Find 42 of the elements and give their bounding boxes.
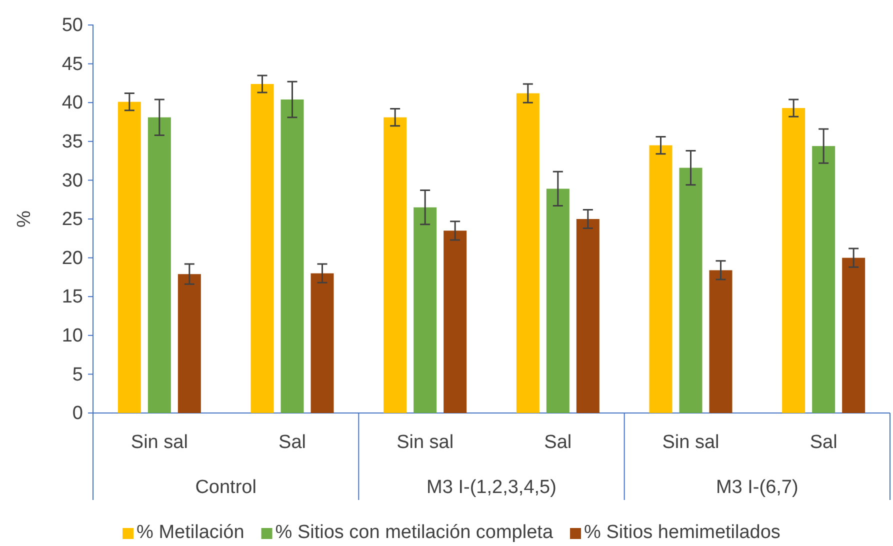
y-tick-label: 10 — [62, 325, 83, 346]
y-tick-label: 20 — [62, 248, 83, 269]
y-tick-label: 40 — [62, 92, 83, 114]
y-tick-label: 15 — [62, 286, 83, 308]
legend-label: % Sitios con metilación completa — [275, 522, 554, 543]
text: M3 I-(1,2,3,4,5) — [426, 477, 556, 498]
bar — [576, 219, 600, 413]
bar — [516, 93, 540, 413]
y-tick-label: 30 — [62, 170, 83, 192]
y-tick-label: 50 — [62, 15, 83, 36]
bar — [782, 108, 806, 413]
x-tick-label: Sal — [544, 432, 572, 453]
y-tick-label: 35 — [62, 131, 83, 152]
bar — [250, 84, 274, 413]
legend-label: % Metilación — [136, 522, 244, 543]
x-tick-label: Sin sal — [130, 432, 188, 453]
bar — [178, 274, 201, 413]
bar — [709, 270, 732, 413]
bar — [444, 230, 467, 413]
legend-label: % Sitios hemimetilados — [584, 522, 780, 543]
bar — [118, 102, 141, 413]
y-axis-title: % — [14, 210, 35, 228]
x-tick-label: Sal — [810, 432, 838, 453]
y-tick-label: 0 — [72, 403, 83, 424]
bar — [148, 117, 171, 413]
y-tick-label: 5 — [72, 364, 83, 386]
bar — [649, 145, 672, 413]
bar — [546, 188, 570, 413]
text: M3 I-(6,7) — [716, 477, 798, 498]
bar — [812, 146, 836, 413]
x-tick-label: Sin sal — [662, 432, 720, 453]
bar — [842, 258, 866, 413]
bar — [310, 273, 334, 413]
x-tick-label: Sin sal — [396, 432, 454, 453]
text: Control — [195, 477, 256, 498]
bar — [679, 168, 702, 413]
bar — [384, 117, 407, 413]
y-tick-label: 45 — [62, 54, 83, 75]
bar — [414, 207, 437, 413]
x-tick-label: Sal — [278, 432, 306, 453]
y-tick-label: 25 — [62, 209, 83, 230]
bar — [280, 99, 304, 413]
